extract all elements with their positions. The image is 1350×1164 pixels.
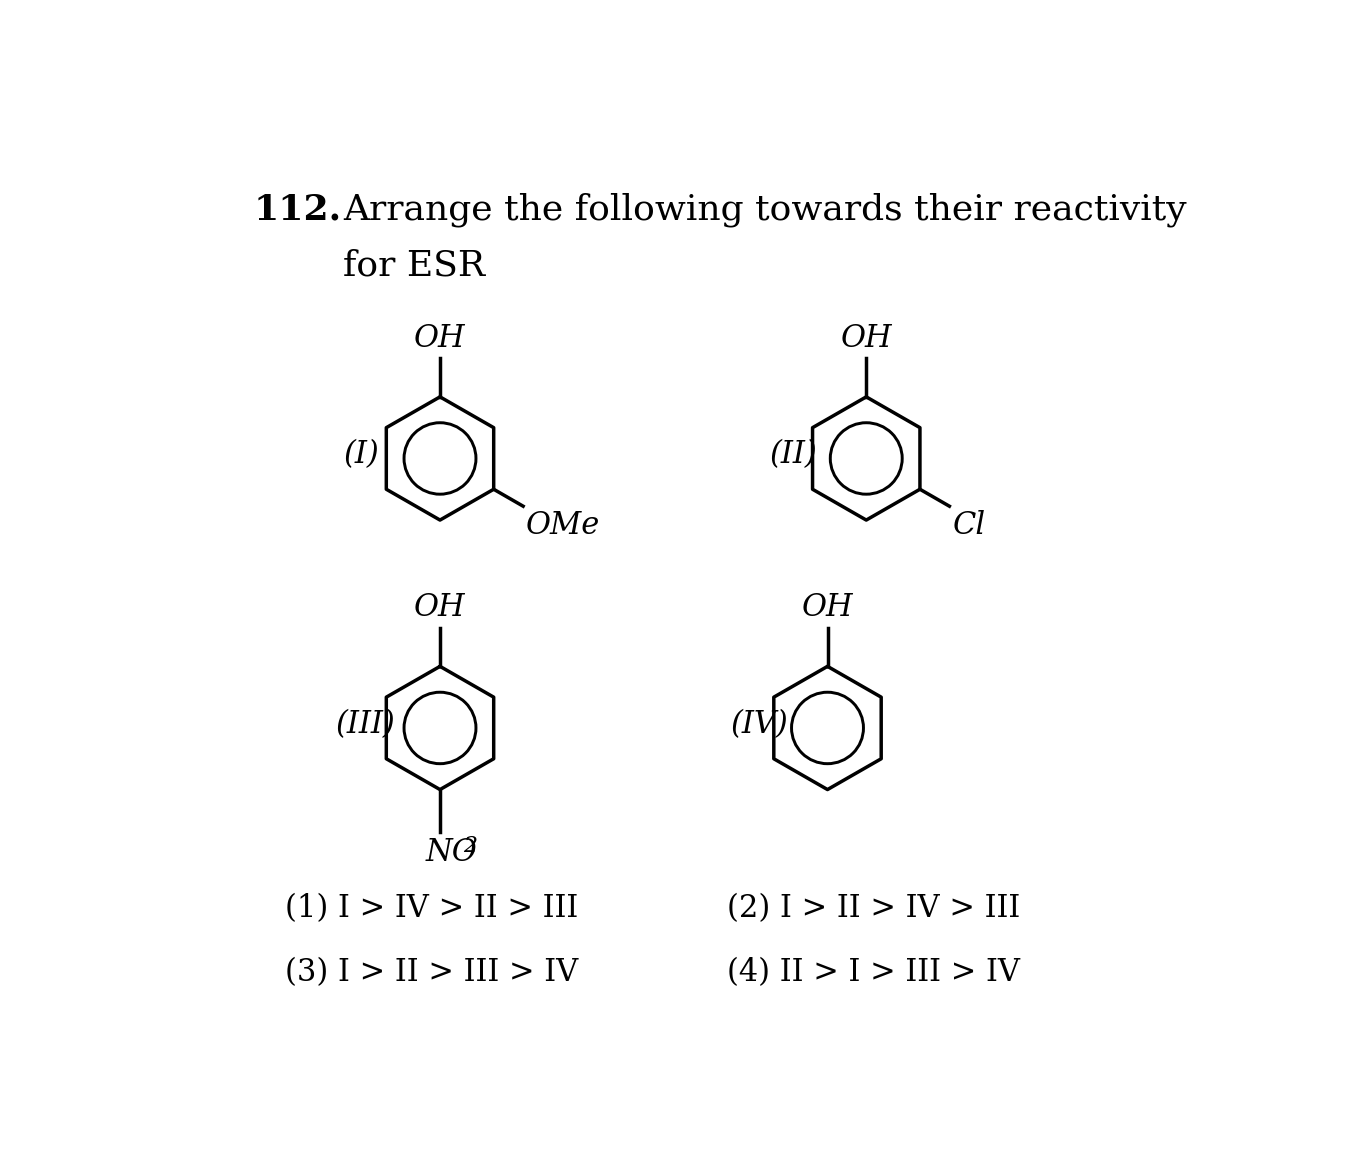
Text: Arrange the following towards their reactivity: Arrange the following towards their reac… xyxy=(343,193,1187,227)
Text: (IV): (IV) xyxy=(730,709,788,739)
Text: for ESR: for ESR xyxy=(343,248,485,282)
Text: OMe: OMe xyxy=(526,510,601,541)
Text: 2: 2 xyxy=(463,835,478,857)
Text: (II): (II) xyxy=(769,439,817,470)
Text: NO: NO xyxy=(427,837,478,868)
Text: 112.: 112. xyxy=(254,193,342,227)
Text: OH: OH xyxy=(841,322,892,354)
Text: (3) I > II > III > IV: (3) I > II > III > IV xyxy=(285,957,578,988)
Text: Cl: Cl xyxy=(953,510,985,541)
Text: OH: OH xyxy=(802,592,853,623)
Text: (I): (I) xyxy=(343,439,379,470)
Text: OH: OH xyxy=(414,322,466,354)
Text: (4) II > I > III > IV: (4) II > I > III > IV xyxy=(726,957,1019,988)
Text: (III): (III) xyxy=(335,709,396,739)
Text: OH: OH xyxy=(414,592,466,623)
Text: (2) I > II > IV > III: (2) I > II > IV > III xyxy=(726,894,1021,924)
Text: (1) I > IV > II > III: (1) I > IV > II > III xyxy=(285,894,578,924)
